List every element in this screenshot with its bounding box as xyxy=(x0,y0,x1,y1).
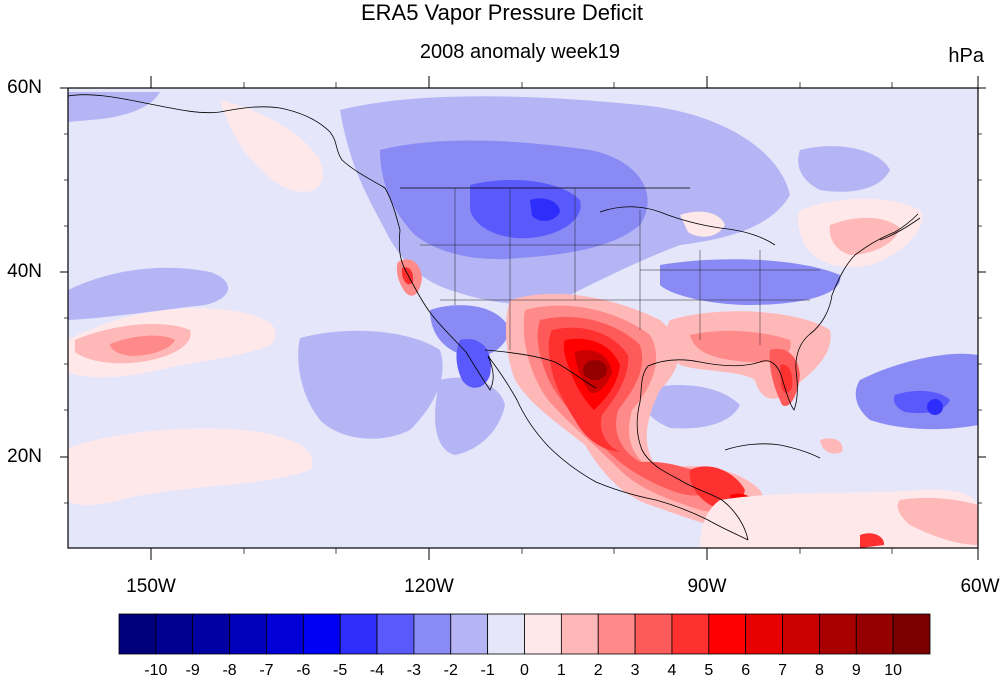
colorbar-tick-label: -9 xyxy=(185,662,200,679)
colorbar-tick-label: -7 xyxy=(259,662,274,679)
colorbar-swatch xyxy=(560,613,599,655)
field-pacific-blue xyxy=(68,267,229,320)
field-greatlakes-pink xyxy=(680,211,725,237)
colorbar-swatch xyxy=(450,613,489,655)
colorbar-swatch xyxy=(892,613,931,655)
field-gulf-blue xyxy=(639,385,740,429)
us-mexico-border xyxy=(484,349,597,389)
colorbar-tick-label: -1 xyxy=(480,662,495,679)
colorbar-tick-label: 9 xyxy=(851,662,861,679)
colorbar-swatch xyxy=(745,613,783,655)
colorbar-swatch xyxy=(671,613,710,655)
gulf-atlantic-coast xyxy=(636,213,919,541)
colorbar-swatch xyxy=(597,613,636,655)
cuba-coast xyxy=(724,443,821,459)
field-pacific-pink-3 xyxy=(110,335,175,356)
map-subtitle: 2008 anomaly week19 xyxy=(419,41,621,63)
colorbar-swatch xyxy=(413,613,452,655)
lat-label-60n: 60N xyxy=(7,77,42,98)
colorbar-tick-label: 7 xyxy=(778,662,787,679)
field-gulf-alaska-pink xyxy=(220,100,323,192)
colorbar-tick-label: 3 xyxy=(630,662,640,679)
lon-label-120w: 120W xyxy=(404,576,454,597)
colorbar-tick-label: -3 xyxy=(406,662,422,679)
field-northern-plains-core xyxy=(470,180,581,239)
colorbar-swatch xyxy=(266,613,304,655)
field-texas-peak xyxy=(583,360,607,380)
colorbar-tick-label: 1 xyxy=(556,662,566,679)
units-label: hPa xyxy=(948,45,984,67)
anomaly-field xyxy=(68,88,978,548)
lon-label-150w: 150W xyxy=(126,576,176,597)
colorbar-tick-label: 6 xyxy=(741,662,751,679)
field-baja-blue-2 xyxy=(435,377,505,455)
colorbar-swatch xyxy=(487,613,525,655)
colorbar-swatch xyxy=(524,613,562,655)
colorbar-swatch xyxy=(192,613,230,655)
colorbar-tick-label: 10 xyxy=(884,662,903,679)
field-south-pink xyxy=(897,497,978,545)
colorbar-tick-label: -8 xyxy=(222,662,237,679)
map-title: ERA5 Vapor Pressure Deficit xyxy=(360,0,644,25)
colorbar-swatch xyxy=(118,613,157,655)
field-cuba-pink xyxy=(820,438,843,454)
colorbar-swatch xyxy=(302,613,341,655)
axis-ticks xyxy=(60,76,986,560)
field-florida-peak xyxy=(780,364,793,393)
lon-label-90w: 90W xyxy=(687,576,727,597)
colorbar-tick-label: -10 xyxy=(144,662,168,679)
colorbar-tick-label: 5 xyxy=(704,662,714,679)
field-southeast-red xyxy=(690,330,791,363)
field-northeast-pink-2 xyxy=(829,217,900,255)
colorbar-swatch xyxy=(634,613,673,655)
colorbar-swatch xyxy=(339,613,378,655)
field-pacific-pink-south xyxy=(68,428,313,506)
map-frame xyxy=(60,76,986,560)
colorbar-swatch xyxy=(376,613,415,655)
mexico-pacific-coast xyxy=(487,355,749,541)
colorbar xyxy=(118,613,931,655)
colorbar-swatch xyxy=(819,613,857,655)
colorbar-swatch xyxy=(708,613,747,655)
maritimes-coast xyxy=(879,217,921,241)
colorbar-swatch xyxy=(855,613,894,655)
colorbar-tick-label: 8 xyxy=(814,662,824,679)
alaska-coast xyxy=(68,94,281,114)
colorbar-swatch xyxy=(155,613,194,655)
lon-label-60w: 60W xyxy=(960,576,1000,597)
colorbar-tick-label: -2 xyxy=(443,662,458,679)
west-coast xyxy=(279,107,494,391)
colorbar-swatch xyxy=(229,613,267,655)
field-northern-plains-peak xyxy=(530,198,560,221)
colorbar-tick-label: -6 xyxy=(296,662,311,679)
colorbar-tick-label: -4 xyxy=(369,662,385,679)
lat-label-20n: 20N xyxy=(7,446,42,467)
colorbar-swatch xyxy=(782,613,820,655)
coastlines xyxy=(68,94,921,541)
field-ohio-valley-blue xyxy=(660,259,841,305)
colorbar-tick-label: 2 xyxy=(593,662,603,679)
colorbar-tick-label: 0 xyxy=(520,662,529,679)
field-baja-offshore-blue xyxy=(298,330,443,439)
us-canada-border xyxy=(599,206,776,246)
field-arizona-blue xyxy=(430,305,510,357)
colorbar-tick-label: 4 xyxy=(667,662,677,679)
field-labrador-blue xyxy=(798,146,890,192)
field-alaska-blue xyxy=(68,92,160,122)
lat-label-40n: 40N xyxy=(7,261,42,282)
field-venezuela-red xyxy=(860,533,885,548)
minor-ticks xyxy=(64,82,982,554)
state-boundaries xyxy=(420,188,820,350)
field-atlantic-blue-peak xyxy=(927,399,943,415)
colorbar-tick-label: -5 xyxy=(333,662,348,679)
